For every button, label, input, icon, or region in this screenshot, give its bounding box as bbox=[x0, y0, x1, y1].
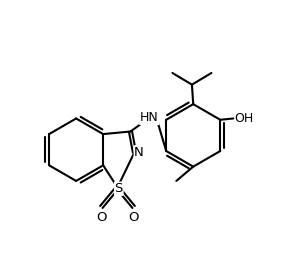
Text: O: O bbox=[96, 211, 107, 224]
Text: N: N bbox=[134, 146, 144, 159]
Text: OH: OH bbox=[235, 112, 254, 125]
Text: S: S bbox=[115, 182, 123, 195]
Text: HN: HN bbox=[140, 112, 159, 124]
Text: O: O bbox=[128, 211, 139, 224]
